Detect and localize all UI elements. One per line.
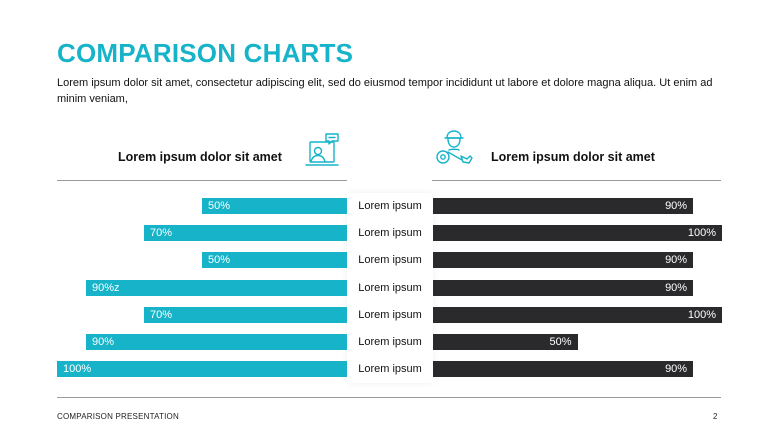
category-label-column [347, 193, 433, 383]
left-bar: 70% [144, 307, 347, 323]
left-bar: 90% [86, 334, 347, 350]
page-title: COMPARISON CHARTS [57, 38, 354, 68]
footer-title: COMPARISON PRESENTATION [57, 412, 179, 421]
category-label: Lorem ipsum [358, 282, 422, 294]
left-bar: 90%z [86, 280, 347, 296]
page-number: 2 [713, 412, 718, 421]
presenter-chat-icon [305, 133, 339, 166]
left-bar: 50% [202, 252, 347, 268]
left-bar: 70% [144, 225, 347, 241]
left-column-heading: Lorem ipsum dolor sit amet [118, 150, 282, 164]
right-bar: 90% [433, 280, 694, 296]
right-bar: 90% [433, 198, 694, 214]
left-bar: 100% [57, 361, 347, 377]
category-label: Lorem ipsum [358, 227, 422, 239]
left-heading-rule [57, 180, 347, 181]
right-bar: 100% [433, 225, 722, 241]
right-column-heading: Lorem ipsum dolor sit amet [491, 150, 655, 164]
right-bar: 50% [433, 334, 578, 350]
category-label: Lorem ipsum [358, 309, 422, 321]
category-label: Lorem ipsum [358, 200, 422, 212]
left-bar: 50% [202, 198, 347, 214]
category-label: Lorem ipsum [358, 336, 422, 348]
worker-gear-icon [436, 130, 473, 164]
footer-rule [57, 397, 721, 398]
category-label: Lorem ipsum [358, 363, 422, 375]
right-bar: 90% [433, 252, 694, 268]
right-heading-rule [432, 180, 721, 181]
category-label: Lorem ipsum [358, 254, 422, 266]
right-bar: 90% [433, 361, 694, 377]
page-description: Lorem ipsum dolor sit amet, consectetur … [57, 77, 713, 105]
right-bar: 100% [433, 307, 722, 323]
